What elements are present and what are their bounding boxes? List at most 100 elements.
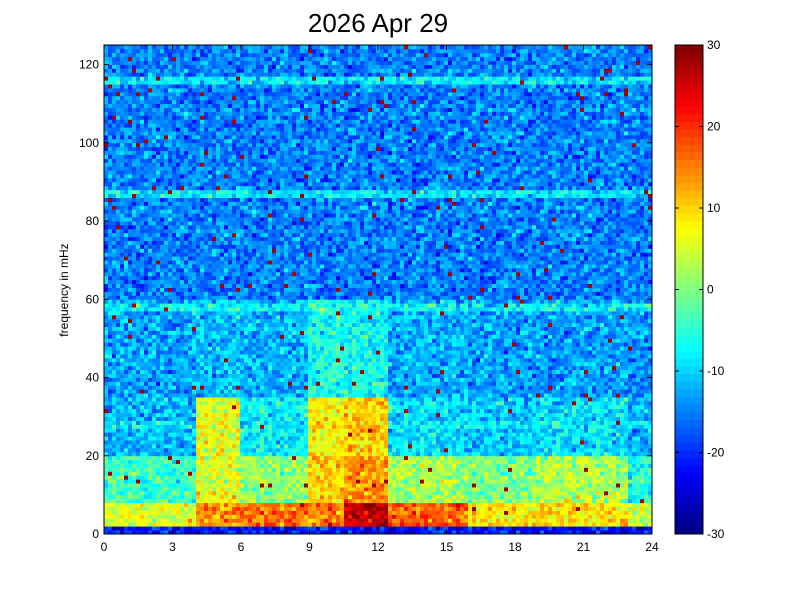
heatmap-cell	[260, 193, 265, 198]
heatmap-cell	[120, 385, 125, 390]
heatmap-cell	[112, 174, 117, 179]
heatmap-cell	[176, 201, 181, 206]
heatmap-cell	[196, 490, 201, 496]
heatmap-cell	[156, 479, 161, 484]
heatmap-cell	[152, 506, 157, 511]
heatmap-cell	[260, 275, 265, 281]
heatmap-cell	[208, 381, 213, 386]
heatmap-cell	[240, 467, 245, 472]
heatmap-cell	[220, 228, 225, 234]
heatmap-cell	[180, 84, 185, 89]
heatmap-cell	[260, 350, 265, 355]
heatmap-cell	[160, 428, 165, 433]
heatmap-cell	[224, 267, 229, 273]
heatmap-cell	[140, 205, 145, 210]
heatmap-cell	[256, 158, 261, 163]
heatmap-cell	[116, 209, 121, 214]
heatmap-cell	[136, 291, 141, 296]
heatmap-cell	[200, 88, 205, 93]
heatmap-cell	[240, 451, 245, 457]
heatmap-cell	[220, 400, 225, 406]
heatmap-cell	[108, 131, 113, 136]
heatmap-cell	[188, 283, 193, 288]
heatmap-cell	[204, 467, 209, 472]
heatmap-cell	[260, 228, 265, 234]
heatmap-cell	[140, 373, 145, 378]
heatmap-cell	[196, 283, 201, 288]
heatmap-cell	[244, 283, 249, 288]
heatmap-cell	[116, 311, 121, 316]
heatmap-cell	[212, 185, 217, 191]
heatmap-cell	[172, 303, 177, 308]
heatmap-cell	[184, 68, 189, 73]
heatmap-cell	[260, 303, 265, 308]
heatmap-cell	[196, 428, 201, 433]
heatmap-cell	[112, 424, 117, 429]
heatmap-cell	[108, 123, 113, 128]
heatmap-cell	[220, 530, 225, 535]
heatmap-cell	[256, 389, 261, 394]
heatmap-cell	[160, 295, 165, 300]
heatmap-cell	[192, 181, 197, 187]
heatmap-cell	[152, 522, 157, 527]
heatmap-cell	[248, 260, 253, 265]
heatmap-cell	[144, 178, 149, 183]
heatmap-cell	[136, 471, 141, 476]
heatmap-cell	[112, 436, 117, 441]
heatmap-cell	[220, 408, 225, 414]
heatmap-cell	[236, 420, 241, 425]
heatmap-cell	[124, 119, 129, 124]
heatmap-cell	[168, 72, 173, 77]
heatmap-cell	[176, 64, 181, 69]
heatmap-cell	[228, 271, 233, 277]
heatmap-cell	[212, 174, 217, 179]
heatmap-cell	[120, 185, 125, 191]
heatmap-cell	[112, 72, 117, 77]
heatmap-cell	[160, 311, 165, 316]
heatmap-cell	[120, 119, 125, 124]
heatmap-cell	[240, 373, 245, 378]
heatmap-cell	[216, 240, 221, 245]
heatmap-cell	[128, 60, 133, 65]
heatmap-cell	[108, 264, 113, 269]
heatmap-cell	[140, 311, 145, 316]
heatmap-cell	[136, 84, 141, 89]
heatmap-cell	[140, 432, 145, 437]
heatmap-cell	[224, 162, 229, 167]
heatmap-cell	[252, 224, 257, 230]
heatmap-cell	[240, 471, 245, 476]
heatmap-cell	[204, 354, 209, 359]
heatmap-cell	[224, 197, 229, 202]
heatmap-cell	[160, 487, 165, 492]
heatmap-cell	[184, 217, 189, 222]
heatmap-cell	[176, 232, 181, 238]
heatmap-cell	[148, 217, 153, 222]
heatmap-cell	[140, 357, 145, 363]
heatmap-cell	[192, 518, 197, 523]
heatmap-cell	[236, 479, 241, 484]
heatmap-cell	[208, 338, 213, 343]
heatmap-cell	[124, 377, 129, 382]
heatmap-cell	[168, 52, 173, 58]
heatmap-cell	[196, 197, 201, 202]
heatmap-cell	[144, 494, 149, 500]
heatmap-cell	[112, 115, 117, 120]
heatmap-cell	[120, 299, 125, 304]
heatmap-cell	[248, 181, 253, 187]
heatmap-cell	[236, 189, 241, 195]
heatmap-cell	[228, 158, 233, 163]
chart-title: 2026 Apr 29	[308, 8, 448, 38]
heatmap-cell	[136, 444, 141, 449]
heatmap-cell	[104, 447, 109, 453]
heatmap-cell	[176, 459, 181, 464]
heatmap-cell	[192, 404, 197, 410]
heatmap-cell	[188, 475, 193, 480]
heatmap-cell	[252, 463, 257, 468]
heatmap-cell	[124, 146, 129, 152]
heatmap-cell	[212, 166, 217, 171]
heatmap-cell	[224, 393, 229, 398]
heatmap-cell	[180, 444, 185, 449]
heatmap-cell	[204, 213, 209, 218]
heatmap-cell	[216, 318, 221, 324]
heatmap-cell	[188, 490, 193, 496]
